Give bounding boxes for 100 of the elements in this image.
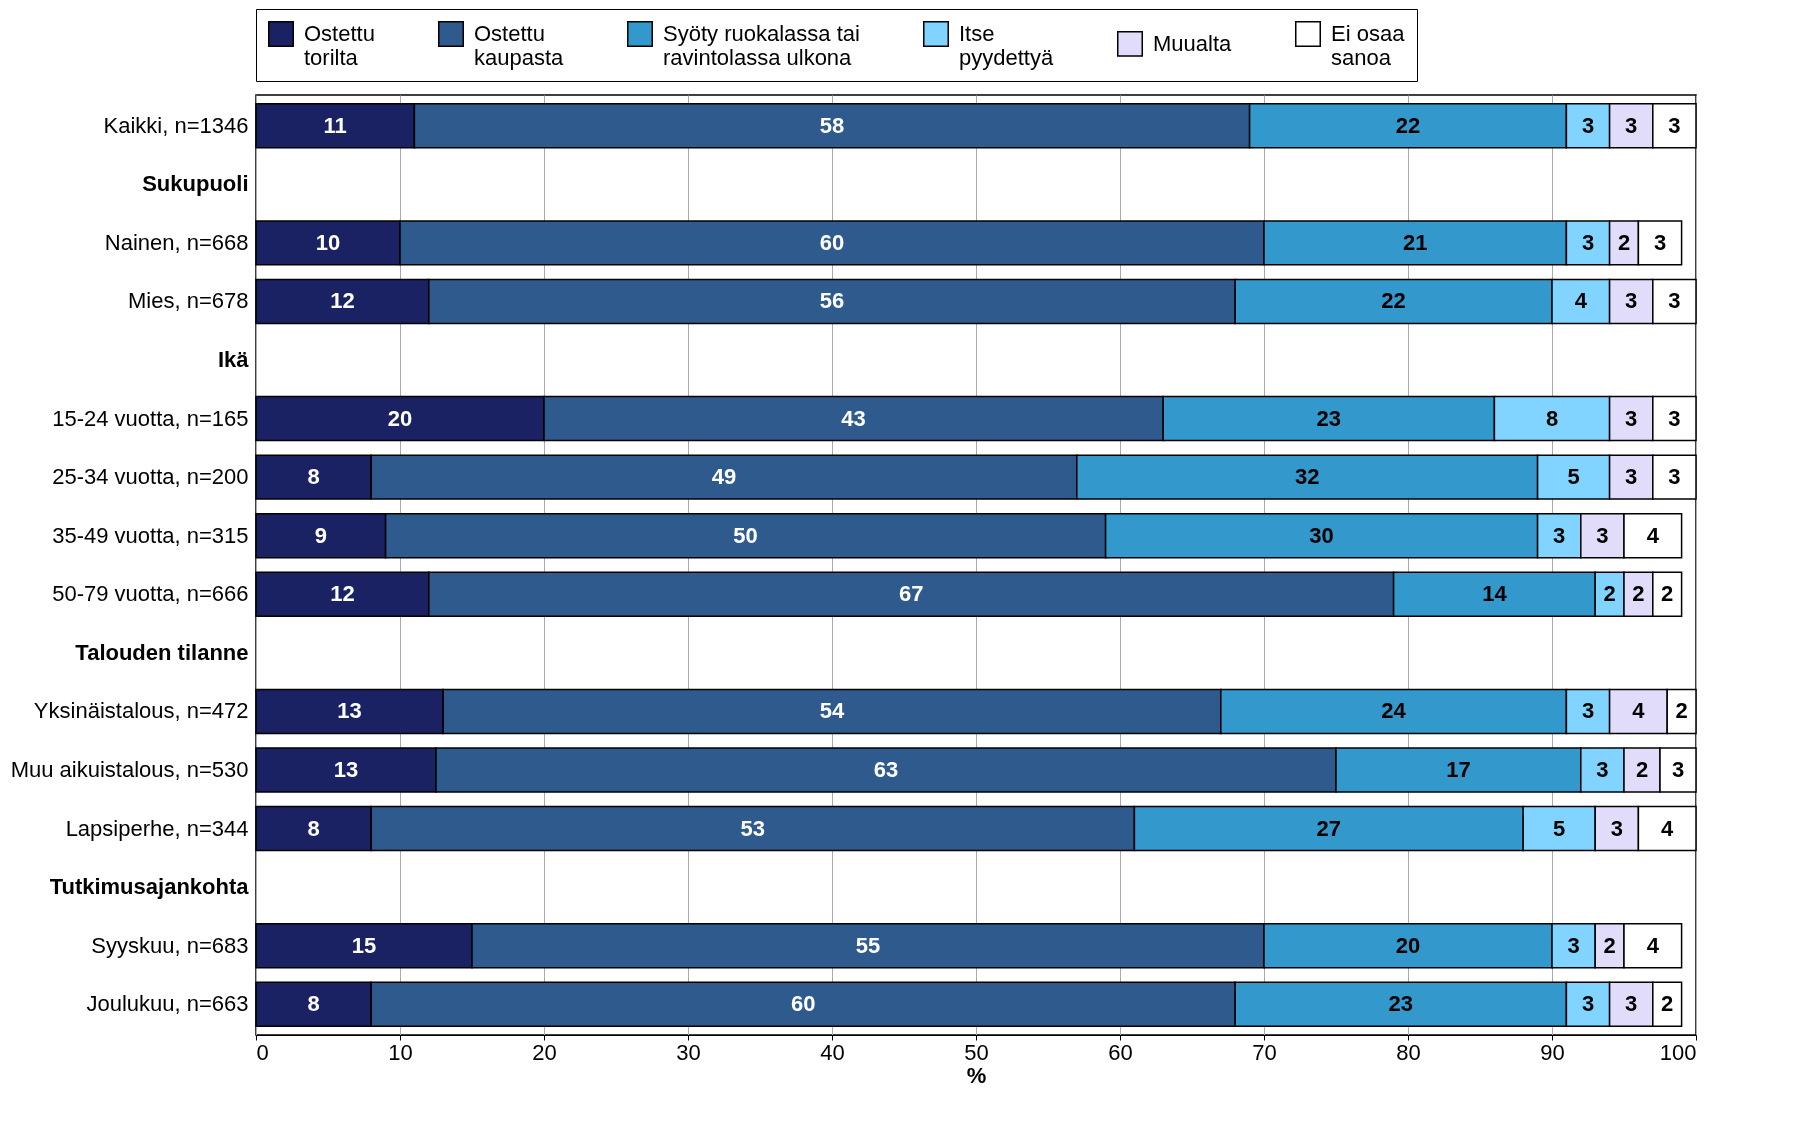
x-tick-label: 0 <box>256 1039 269 1065</box>
data-label: 3 <box>1581 112 1595 138</box>
data-label: 58 <box>819 112 845 138</box>
y-tick-label: Nainen, n=668 <box>104 229 249 255</box>
data-label: 4 <box>1632 698 1646 724</box>
x-tick-label: 10 <box>388 1039 413 1065</box>
data-label: 60 <box>790 991 816 1017</box>
y-tick-label: Syyskuu, n=683 <box>91 932 249 958</box>
y-tick-label: Mies, n=678 <box>128 288 249 314</box>
x-tick-label: 90 <box>1540 1039 1565 1065</box>
data-label: 56 <box>819 288 845 314</box>
y-tick-label: Kaikki, n=1346 <box>103 112 249 138</box>
data-label: 30 <box>1309 522 1334 548</box>
data-label: 12 <box>330 581 355 607</box>
x-tick-label: 60 <box>1108 1039 1133 1065</box>
data-label: 8 <box>1545 405 1559 431</box>
data-label: 4 <box>1574 288 1588 314</box>
data-label: 3 <box>1668 288 1681 314</box>
y-tick-label: Joulukuu, n=663 <box>86 991 249 1017</box>
data-label: 21 <box>1402 229 1428 255</box>
data-label: 32 <box>1294 464 1320 490</box>
data-label: 50 <box>733 522 758 548</box>
data-label: 49 <box>711 464 737 490</box>
data-label: 67 <box>898 581 924 607</box>
data-label: 3 <box>1668 464 1681 490</box>
y-tick-label: 35-49 vuotta, n=315 <box>52 522 249 548</box>
data-label: 13 <box>337 698 362 724</box>
y-tick-label: Tutkimusajankohta <box>49 874 250 900</box>
x-tick-label: 20 <box>532 1039 557 1065</box>
data-label: 3 <box>1668 112 1681 138</box>
data-label: 3 <box>1581 991 1595 1017</box>
data-label: 2 <box>1635 756 1649 782</box>
x-tick-label: 80 <box>1396 1039 1421 1065</box>
data-label: 3 <box>1596 522 1609 548</box>
data-label: 3 <box>1581 229 1595 255</box>
legend-label: Muualta <box>1153 30 1233 56</box>
data-label: 24 <box>1381 698 1407 724</box>
legend-label: Ostettu torilta <box>304 21 375 70</box>
data-label: 63 <box>873 756 899 782</box>
x-tick-label: 40 <box>820 1039 845 1065</box>
data-label: 15 <box>351 932 377 958</box>
legend-label: Syöty ruokalassa tai ravintolassa ulkona <box>663 21 860 70</box>
data-label: 12 <box>330 288 355 314</box>
data-label: 9 <box>314 522 327 548</box>
data-label: 55 <box>855 932 881 958</box>
data-label: 4 <box>1646 932 1660 958</box>
data-label: 2 <box>1661 991 1674 1017</box>
data-label: 10 <box>315 229 341 255</box>
data-label: 23 <box>1316 405 1342 431</box>
legend-label: Itse pyydettyä <box>959 21 1054 70</box>
y-tick-label: Yksinäistalous, n=472 <box>33 698 249 724</box>
data-label: 3 <box>1668 405 1681 431</box>
data-label: 53 <box>740 815 766 841</box>
data-label: 22 <box>1395 112 1421 138</box>
legend-label: Ei osaa sanoa <box>1331 21 1406 70</box>
data-label: 3 <box>1596 756 1609 782</box>
data-label: 3 <box>1653 229 1667 255</box>
data-label: 3 <box>1625 288 1638 314</box>
y-tick-label: Sukupuoli <box>142 171 249 197</box>
x-tick-label: 70 <box>1252 1039 1277 1065</box>
data-label: 3 <box>1625 112 1638 138</box>
data-label: 13 <box>333 756 359 782</box>
data-label: 3 <box>1567 932 1580 958</box>
y-tick-label: 15-24 vuotta, n=165 <box>52 405 249 431</box>
data-label: 4 <box>1661 815 1675 841</box>
data-label: 3 <box>1553 522 1566 548</box>
data-label: 3 <box>1610 815 1623 841</box>
data-label: 5 <box>1567 464 1580 490</box>
data-label: 3 <box>1625 405 1638 431</box>
data-label: 22 <box>1381 288 1406 314</box>
x-axis-title: % <box>966 1062 987 1088</box>
data-label: 23 <box>1388 991 1414 1017</box>
data-label: 2 <box>1632 581 1645 607</box>
data-label: 2 <box>1675 698 1688 724</box>
y-tick-label: Ikä <box>217 347 250 373</box>
data-label: 3 <box>1581 698 1595 724</box>
data-label: 27 <box>1316 815 1342 841</box>
x-tick-label: 30 <box>676 1039 701 1065</box>
y-tick-label: 25-34 vuotta, n=200 <box>52 464 249 490</box>
data-label: 3 <box>1625 991 1638 1017</box>
data-label: 3 <box>1625 464 1638 490</box>
data-label: 3 <box>1671 756 1685 782</box>
data-label: 14 <box>1482 581 1508 607</box>
data-label: 8 <box>307 815 320 841</box>
data-label: 2 <box>1603 581 1616 607</box>
data-label: 5 <box>1553 815 1566 841</box>
data-label: 4 <box>1646 522 1660 548</box>
y-tick-label: 50-79 vuotta, n=666 <box>52 581 249 607</box>
data-label: 2 <box>1617 229 1631 255</box>
data-label: 20 <box>387 405 413 431</box>
x-tick-label: 50 <box>964 1039 989 1065</box>
data-label: 60 <box>819 229 845 255</box>
data-label: 20 <box>1395 932 1421 958</box>
data-label: 8 <box>307 991 320 1017</box>
y-tick-label: Talouden tilanne <box>75 639 249 665</box>
data-label: 11 <box>323 112 347 138</box>
data-label: 43 <box>841 405 866 431</box>
y-tick-label: Muu aikuistalous, n=530 <box>10 756 249 782</box>
data-label: 8 <box>307 464 320 490</box>
data-label: 54 <box>819 698 845 724</box>
